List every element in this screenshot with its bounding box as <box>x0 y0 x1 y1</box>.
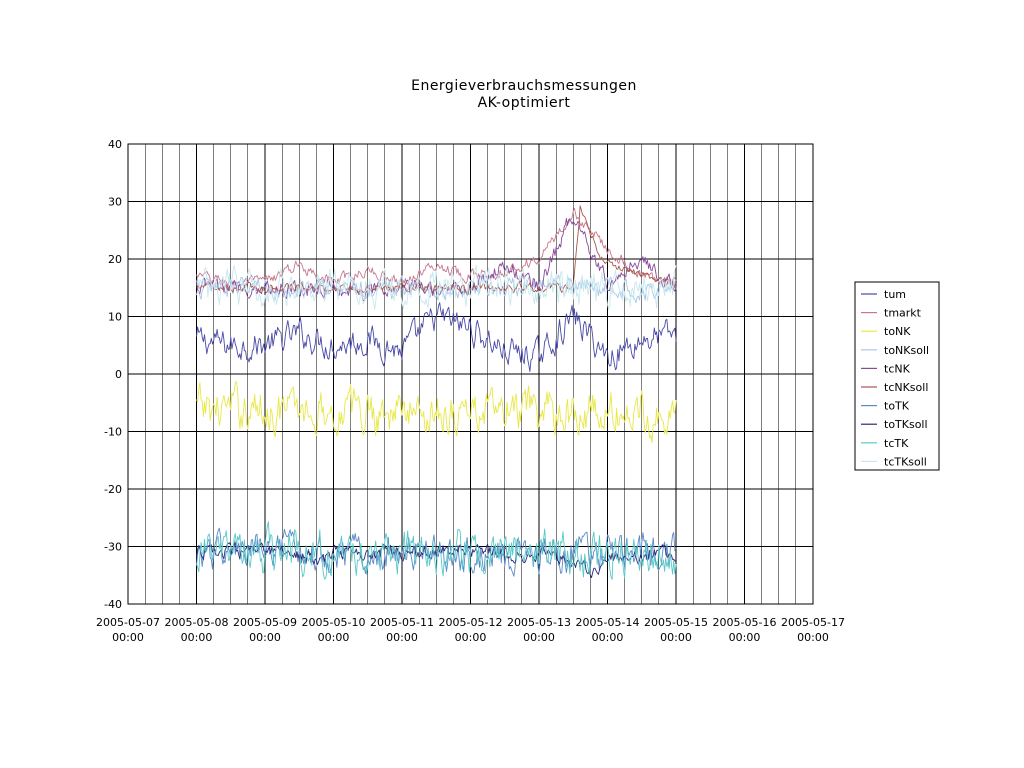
legend-label: toTK <box>884 400 910 413</box>
y-tick-label: 10 <box>108 311 122 324</box>
legend-label: toTKsoll <box>884 418 928 431</box>
series-line-toNK <box>196 381 677 444</box>
x-tick-label-time: 00:00 <box>660 631 692 644</box>
x-tick-label-date: 2005-05-07 <box>96 616 160 629</box>
series-line-tcNKsoll <box>196 205 677 294</box>
x-tick-label-time: 00:00 <box>523 631 555 644</box>
x-tick-label-time: 00:00 <box>729 631 761 644</box>
x-tick-label-time: 00:00 <box>181 631 213 644</box>
series-line-tcTKsoll <box>196 264 677 310</box>
x-tick-label-date: 2005-05-10 <box>302 616 366 629</box>
x-tick-label-date: 2005-05-11 <box>370 616 434 629</box>
series-line-tmarkt <box>196 207 677 288</box>
legend-label: tcTK <box>884 437 909 450</box>
y-tick-label: -40 <box>104 598 122 611</box>
series-line-tcTK <box>196 521 677 580</box>
x-tick-label-date: 2005-05-16 <box>713 616 777 629</box>
legend-label: tcNK <box>884 362 911 375</box>
x-tick-label-date: 2005-05-17 <box>781 616 845 629</box>
x-tick-label-date: 2005-05-15 <box>644 616 708 629</box>
legend-label: toNK <box>884 325 911 338</box>
x-tick-label-time: 00:00 <box>318 631 350 644</box>
x-tick-label-date: 2005-05-08 <box>165 616 229 629</box>
y-tick-label: 0 <box>115 368 122 381</box>
legend-label: tmarkt <box>884 307 922 320</box>
series-line-tcNK <box>196 217 677 301</box>
y-axis-tick-labels: 40 30 20 10 0 -10 -20 -30 -40 <box>104 138 122 611</box>
x-axis-tick-labels: 2005-05-07 00:00 2005-05-08 00:00 2005-05-09… <box>96 616 845 644</box>
y-tick-label: -30 <box>104 541 122 554</box>
x-tick-label-time: 00:00 <box>249 631 281 644</box>
legend-label: tcNKsoll <box>884 381 928 394</box>
series-line-tum <box>196 302 677 372</box>
y-tick-label: 20 <box>108 253 122 266</box>
x-tick-label-time: 00:00 <box>455 631 487 644</box>
y-tick-label: 40 <box>108 138 122 151</box>
chart-title: Energieverbrauchsmessungen <box>411 78 637 94</box>
chart-subtitle: AK-optimiert <box>478 95 571 111</box>
x-tick-label-time: 00:00 <box>797 631 829 644</box>
y-tick-label: -20 <box>104 483 122 496</box>
x-tick-label-time: 00:00 <box>386 631 418 644</box>
legend: tum tmarkt toNK toNKsoll tcNK tcNKsoll toTK toT… <box>854 281 940 471</box>
legend-label: tum <box>884 288 906 301</box>
y-tick-label: 30 <box>108 196 122 209</box>
legend-label: toNKsoll <box>884 344 929 357</box>
plot-series <box>196 205 677 580</box>
x-tick-label-time: 00:00 <box>112 631 144 644</box>
x-tick-label-date: 2005-05-14 <box>576 616 640 629</box>
legend-label: tcTKsoll <box>884 455 927 468</box>
plot-area-border <box>127 143 814 605</box>
plot-frame <box>127 143 814 605</box>
gridlines <box>127 143 814 605</box>
legend-box <box>854 281 940 471</box>
x-tick-label-date: 2005-05-12 <box>439 616 503 629</box>
x-tick-label-date: 2005-05-13 <box>507 616 571 629</box>
x-tick-label-date: 2005-05-09 <box>233 616 297 629</box>
series-line-toNKsoll <box>196 274 677 304</box>
y-tick-label: -10 <box>104 426 122 439</box>
x-tick-label-time: 00:00 <box>592 631 624 644</box>
